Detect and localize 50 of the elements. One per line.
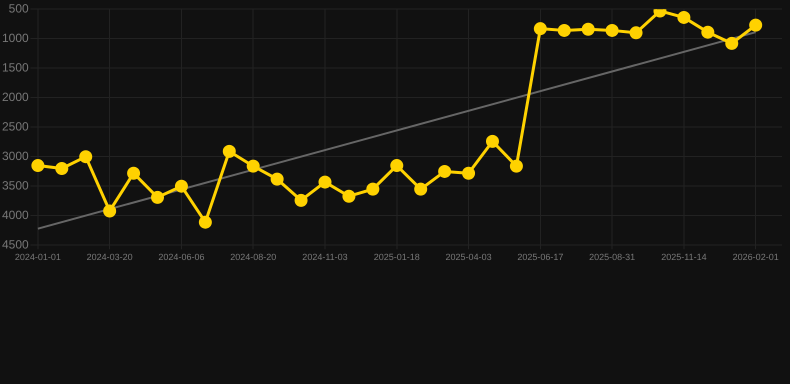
- x-tick-label: 2024-08-20: [230, 252, 276, 262]
- point: [510, 160, 523, 173]
- point: [366, 182, 380, 196]
- point: [55, 162, 68, 175]
- y-tick-label: 2500: [2, 120, 30, 134]
- x-tick-label: 2025-01-18: [374, 252, 420, 262]
- point: [270, 172, 284, 186]
- y-tick-label: 500: [8, 2, 30, 16]
- y-tick-label: 4500: [2, 238, 30, 252]
- y-tick-label: 1500: [2, 60, 30, 75]
- x-tick-label: 2024-06-06: [158, 252, 204, 262]
- x-tick-label: 2025-11-14: [661, 252, 707, 262]
- point: [151, 190, 164, 204]
- point: [630, 26, 643, 40]
- point: [534, 22, 547, 36]
- x-tick-label: 2025-08-31: [589, 252, 636, 262]
- point: [677, 10, 690, 24]
- x-tick-label: 2024-01-01: [14, 252, 61, 262]
- y-tick-label: 3500: [2, 178, 30, 193]
- point: [438, 164, 452, 178]
- point: [318, 176, 332, 189]
- point: [725, 36, 738, 50]
- point: [174, 180, 188, 193]
- point: [606, 24, 619, 37]
- x-tick-label: 2026-02-01: [732, 252, 779, 262]
- point: [701, 26, 714, 39]
- point: [246, 160, 260, 173]
- point: [31, 159, 44, 172]
- point: [294, 194, 308, 207]
- point: [103, 204, 116, 218]
- point: [79, 150, 92, 164]
- point: [198, 216, 212, 229]
- x-tick-label: 2024-03-20: [86, 252, 133, 262]
- y-tick-label: 1000: [2, 31, 30, 46]
- point: [414, 182, 428, 196]
- point: [390, 159, 404, 172]
- x-tick-label: 2025-06-17: [517, 252, 564, 262]
- point: [749, 18, 762, 32]
- point: [486, 134, 499, 148]
- point: [462, 166, 476, 180]
- y-tick-label: 2000: [2, 90, 30, 104]
- y-tick-label: 4000: [2, 208, 30, 222]
- point: [127, 166, 140, 180]
- point: [582, 22, 595, 36]
- x-tick-label: 2025-04-03: [446, 252, 492, 262]
- x-tick-label: 2024-11-03: [302, 252, 348, 262]
- point: [222, 144, 236, 158]
- point: [558, 24, 571, 37]
- point: [342, 190, 356, 203]
- y-tick-label: 3000: [2, 149, 30, 164]
